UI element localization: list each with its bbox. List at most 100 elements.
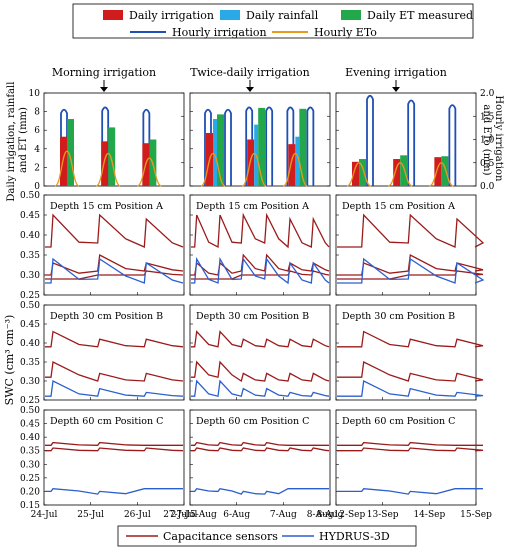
ytick-label: 0.15 [20, 501, 40, 511]
xtick-label: 13-Sep [367, 510, 399, 520]
bar-daily-rainfall [213, 119, 217, 186]
column-title-twice-daily: Twice-daily irrigation [190, 66, 309, 79]
hourly-eto-curve [200, 152, 226, 187]
hourly-irrigation-pulse [265, 106, 274, 186]
capacitance-line [337, 213, 485, 248]
panel-depth-label: Depth 30 cm Position B [50, 311, 163, 322]
hydrus-line [191, 487, 329, 495]
panel-depth-label: Depth 60 cm Position C [50, 416, 163, 427]
xtick-label: 8-Aug [317, 510, 344, 520]
bar-panel-2: 0.0 0.5 1.0 1.5 2.0 [335, 89, 495, 192]
top-right-ylabel: Hourly irrigation and ETo (mm) [481, 95, 504, 184]
ytick-label: 0.25 [20, 291, 40, 301]
capacitance-line [45, 330, 184, 348]
arrow-icon-twice-daily [246, 80, 254, 92]
ytick-label: 0.20 [20, 487, 40, 497]
capacitance-line [191, 270, 330, 280]
ytick-label: 0.45 [20, 320, 40, 330]
panel-depth-label: Depth 30 cm Position B [342, 311, 455, 322]
swc-panel-frame [335, 409, 477, 506]
panel-depth-label: Depth 30 cm Position B [196, 311, 309, 322]
bar-daily-et [400, 155, 408, 186]
bar-daily-et [108, 127, 116, 186]
bar-daily-et [217, 114, 224, 186]
y2tick-label: 0.0 [480, 182, 495, 192]
bar-daily-et [359, 159, 366, 186]
ytick-label: 0.45 [20, 420, 40, 430]
swc-panel-frame [43, 304, 185, 401]
y2tick-label: 1.5 [480, 112, 495, 122]
hourly-irrigation-pulse [142, 108, 151, 186]
legend-label-hourly-eto: Hourly ETo [314, 26, 377, 39]
hourly-irrigation-pulse [60, 108, 68, 186]
ytick-label: 0.40 [20, 339, 40, 349]
ytick-label: 0.25 [20, 396, 40, 406]
hydrus-line [191, 379, 330, 398]
ytick-label: 6 [34, 126, 40, 136]
hourly-irrigation-pulse [448, 104, 457, 186]
swc-panel-frame [43, 409, 185, 506]
panel-depth-label: Depth 15 cm Position A [50, 201, 163, 212]
panels: 02468100.00.51.01.52.00.250.300.350.400.… [20, 89, 495, 520]
swc-panel-r15-2: Depth 15 cm Position A [335, 194, 485, 296]
capacitance-line [337, 447, 484, 452]
panel-depth-label: Depth 15 cm Position A [196, 201, 309, 212]
hydrus-line [45, 380, 184, 397]
hourly-eto-curve [241, 152, 267, 187]
legend-label-irrigation: Daily irrigation [129, 9, 214, 22]
swc-panel-frame [335, 304, 477, 401]
swc-panel-r60-0: 0.15 0.20 0.25 0.30 0.35 0.40 0.45 0.50 Depth 60… [20, 406, 198, 520]
swc-panel-r60-1: Depth 60 cm Position C 6-Aug 7-Aug 8-Aug 27-… [163, 409, 344, 520]
capacitance-line [337, 270, 484, 280]
capacitance-line [191, 253, 330, 276]
bar-panel-1 [189, 92, 331, 187]
ytick-label: 10 [29, 89, 41, 99]
swc-panel-frame [335, 194, 477, 296]
swc-panel-frame [43, 194, 185, 296]
capacitance-line [45, 361, 184, 382]
swc-panel-frame [189, 194, 331, 296]
legend-label-hourly-irrigation: Hourly irrigation [172, 26, 267, 39]
bottom-legend-box [117, 525, 417, 547]
top-left-ylabel-line1: Daily irrigation, rainfall [6, 82, 17, 202]
legend-label-hydrus: HYDRUS-3D [319, 530, 390, 543]
legend-swatch-irrigation [103, 10, 123, 20]
bar-daily-irrigation [101, 141, 109, 186]
hourly-eto-curve [346, 162, 372, 187]
bar-daily-irrigation [393, 159, 401, 186]
hourly-irrigation-pulse [245, 106, 254, 186]
xtick-label: 6-Aug [223, 510, 250, 520]
y2tick-label: 1.0 [480, 136, 495, 146]
ytick-label: 0 [34, 182, 40, 192]
capacitance-line [337, 361, 484, 382]
bar-daily-irrigation [352, 161, 359, 186]
ytick-label: 4 [34, 145, 40, 155]
bar-daily-et [441, 156, 449, 186]
capacitance-line [45, 441, 183, 446]
capacitance-line [191, 360, 330, 383]
hourly-eto-curve [429, 162, 454, 187]
hourly-irrigation-pulse [306, 106, 315, 186]
top-right-ylabel-line2: and ETo (mm) [481, 104, 492, 175]
ytick-label: 0.40 [20, 433, 40, 443]
ytick-label: 0.50 [20, 406, 40, 416]
xtick-label-joined: 8-Aug12-Sep [307, 510, 366, 520]
hourly-irrigation-pulse [224, 108, 232, 186]
ytick-label: 0.50 [20, 301, 40, 311]
capacitance-line [191, 441, 329, 446]
ytick-label: 0.50 [20, 191, 40, 201]
bar-daily-et [258, 107, 266, 186]
xtick-label: 27-Jul [171, 510, 198, 520]
arrow-icon-morning [100, 80, 108, 92]
capacitance-line [191, 330, 330, 348]
xtick-label-joined: 27-Jul5-Aug [163, 510, 217, 520]
hourly-eto-curve [387, 162, 413, 187]
legend-swatch-rainfall [220, 10, 240, 20]
xtick-label: 25-Jul [77, 510, 104, 520]
legend-label-capacitance: Capacitance sensors [163, 530, 278, 543]
swc-panel-frame [189, 409, 331, 506]
capacitance-line [337, 330, 484, 348]
hydrus-line [337, 380, 484, 397]
panel-depth-label: Depth 60 cm Position C [196, 416, 309, 427]
legend-label-et: Daily ET measured [367, 9, 473, 22]
